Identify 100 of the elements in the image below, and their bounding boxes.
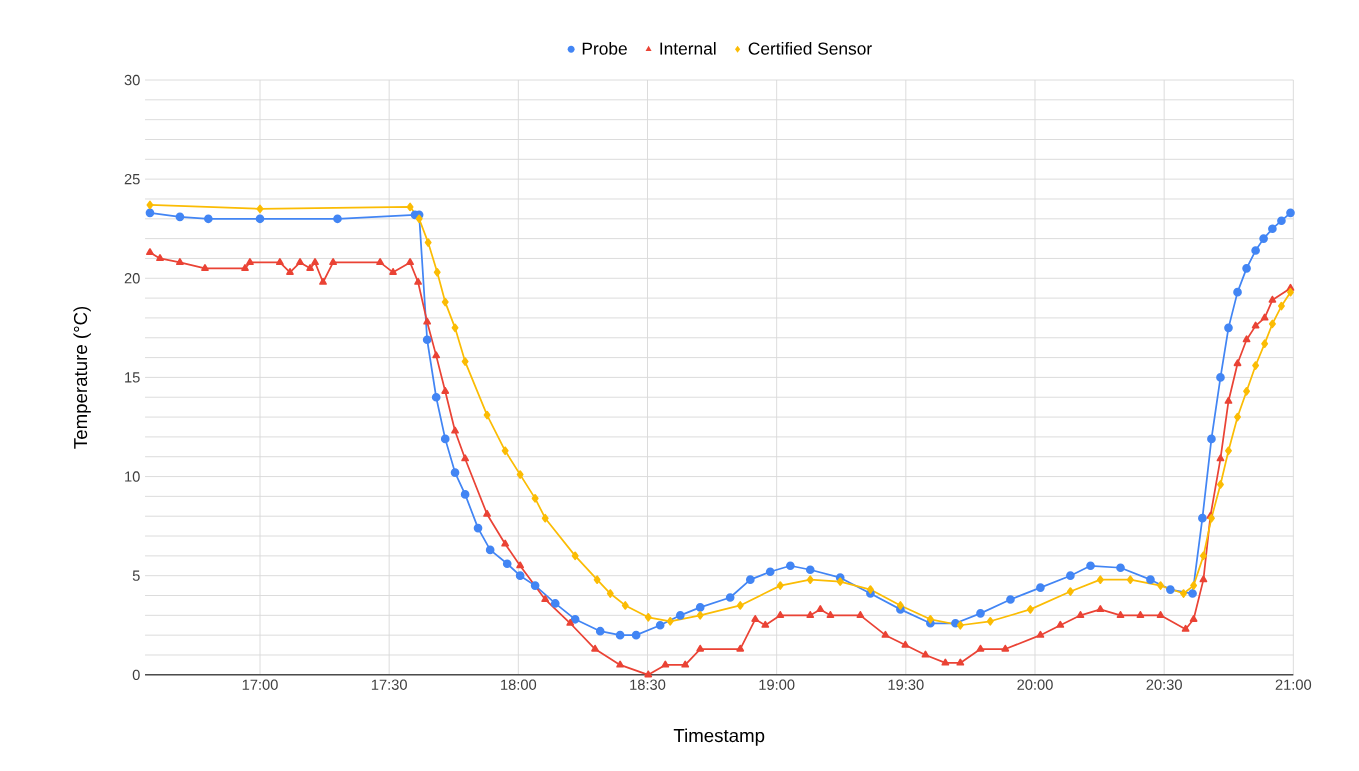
point	[460, 490, 470, 499]
point	[1251, 246, 1260, 255]
point	[644, 613, 652, 622]
point	[473, 523, 483, 533]
point	[461, 357, 469, 366]
point	[255, 214, 265, 224]
point	[655, 620, 665, 630]
point	[1207, 434, 1216, 444]
y-tick-label: 25	[124, 174, 140, 185]
point	[433, 268, 441, 277]
point	[866, 585, 874, 594]
point	[1198, 513, 1207, 523]
point	[1166, 585, 1175, 594]
point	[516, 470, 524, 479]
point	[451, 323, 459, 333]
point	[441, 297, 449, 307]
point	[515, 571, 525, 581]
point	[204, 214, 213, 224]
point	[1216, 373, 1225, 382]
point	[595, 626, 605, 636]
x-tick-label: 19:00	[759, 679, 795, 690]
point	[256, 204, 264, 214]
x-tick-label: 17:00	[242, 679, 278, 690]
point	[805, 565, 815, 575]
point	[146, 200, 154, 210]
point	[450, 468, 460, 477]
y-tick-label: 5	[132, 570, 140, 581]
point	[1277, 301, 1285, 311]
y-tick-label: 10	[125, 471, 140, 482]
legend-label: Probe	[582, 42, 627, 55]
point	[1233, 287, 1242, 297]
point	[976, 609, 985, 618]
point	[1066, 587, 1074, 596]
point	[570, 615, 580, 624]
point	[615, 630, 625, 640]
point	[422, 335, 432, 345]
point	[1188, 589, 1197, 598]
point	[502, 559, 512, 569]
point	[530, 581, 540, 591]
point	[1252, 361, 1260, 370]
point	[440, 434, 450, 444]
point	[1261, 339, 1269, 349]
point	[696, 611, 704, 620]
point	[606, 589, 614, 598]
point	[621, 601, 629, 610]
point	[695, 603, 705, 612]
point	[406, 202, 414, 212]
point	[1224, 323, 1233, 333]
point	[1146, 575, 1155, 585]
point	[745, 575, 755, 585]
point	[926, 615, 934, 624]
point	[483, 410, 491, 420]
point	[1286, 208, 1295, 218]
point	[1225, 446, 1232, 456]
y-tick-label: 20	[124, 273, 140, 284]
point	[333, 214, 342, 224]
point	[666, 617, 674, 626]
point	[1259, 234, 1268, 244]
point	[1243, 387, 1251, 396]
point	[1217, 480, 1224, 489]
point	[1234, 412, 1241, 422]
point	[1116, 563, 1125, 573]
point	[956, 620, 964, 630]
x-tick-label: 20:00	[1017, 679, 1053, 690]
legend-label: Internal	[660, 42, 716, 55]
point	[1086, 561, 1095, 571]
point	[550, 599, 560, 608]
point	[725, 593, 735, 602]
y-tick-label: 0	[132, 669, 140, 681]
point	[1066, 571, 1075, 581]
point	[806, 575, 814, 585]
point	[786, 561, 795, 571]
point	[593, 575, 601, 585]
point	[1157, 581, 1165, 591]
point	[501, 446, 509, 456]
point	[1036, 583, 1045, 592]
legend-label: Certified Sensor	[748, 42, 872, 55]
point	[571, 551, 579, 561]
point	[836, 577, 844, 587]
point	[175, 212, 185, 222]
point	[1199, 551, 1207, 561]
point	[1006, 595, 1015, 604]
point	[776, 581, 784, 591]
y-tick-label: 15	[125, 372, 140, 383]
point	[431, 392, 441, 402]
point	[1190, 581, 1198, 591]
point	[1287, 287, 1294, 297]
point	[765, 567, 775, 577]
x-tick-label: 21:00	[1275, 679, 1312, 690]
point	[145, 208, 155, 218]
point	[1026, 605, 1034, 614]
x-axis-title: Timestamp	[673, 728, 765, 746]
point	[1268, 319, 1276, 329]
x-tick-label: 18:30	[630, 679, 666, 690]
point	[1096, 575, 1104, 585]
point	[531, 494, 539, 503]
point	[1277, 216, 1286, 226]
point	[1126, 575, 1134, 585]
x-tick-label: 20:30	[1146, 679, 1182, 690]
point	[1207, 513, 1215, 523]
